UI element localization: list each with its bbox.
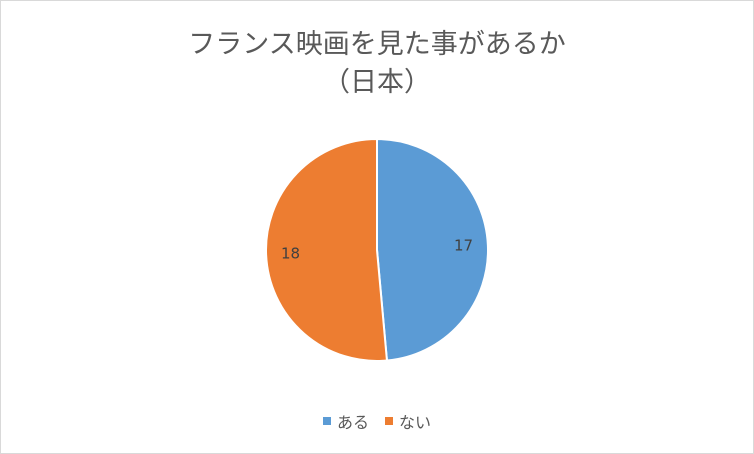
chart-title: フランス映画を見た事があるか: [188, 29, 566, 60]
legend-swatch-nai: [385, 417, 393, 425]
pie-slice-aru: [376, 137, 489, 362]
legend-swatch-aru: [322, 417, 331, 425]
legend-label-aru: ある: [336, 413, 369, 432]
data-label-aru: 17: [454, 237, 473, 255]
legend-label-nai: ない: [399, 413, 432, 432]
data-label-nai: 18: [281, 244, 300, 262]
legend-item-aru: ある: [322, 409, 369, 433]
legend: ある ない: [0, 409, 754, 433]
chart-subtitle: （日本）: [323, 67, 431, 98]
pie-slice-nai: [265, 137, 389, 362]
pie-slices: [265, 137, 489, 362]
chart-title-block: フランス映画を見た事があるか （日本）: [0, 26, 754, 102]
legend-item-nai: ない: [385, 409, 431, 433]
